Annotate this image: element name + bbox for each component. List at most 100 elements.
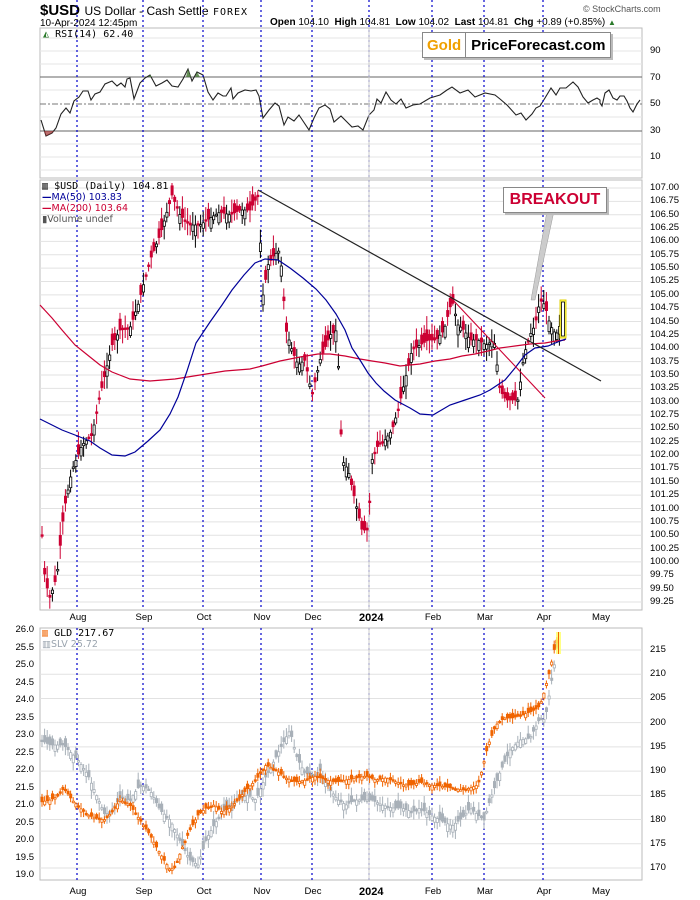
price-tick: 99.50 [650,582,674,594]
month-label: Feb [424,886,442,897]
metals-left-tick: 24.0 [15,694,35,705]
price-tick: 102.00 [650,449,680,461]
price-tick: 107.00 [650,182,680,193]
metals-legend: ▥ GLD 217.67 ▥SLV 25.72 [42,628,114,650]
price-tick: 105.25 [650,275,680,287]
legend-gld: ▥ GLD 217.67 [42,628,114,639]
logo-rest-text: PriceForecast.com [471,36,606,54]
price-tick: 99.75 [650,569,674,581]
logo-gold-text: Gold [423,33,467,57]
price-tick: 103.00 [650,395,680,407]
chart-title: $USD US Dollar - Cash Settle FOREX [40,2,248,20]
month-label: May [592,886,610,897]
price-tick: 100.50 [650,529,680,541]
month-label: Dec [304,886,322,897]
metals-left-tick: 21.5 [15,781,35,793]
metals-right-tick: 175 [650,837,666,849]
metals-right-tick: 195 [650,740,666,752]
up-arrow-icon: ▲ [608,18,616,27]
price-tick: 105.75 [650,248,680,260]
month-label: Dec [304,612,322,623]
price-tick: 106.25 [650,222,680,234]
low-value: 104.02 [418,17,450,28]
legend-usd-text: $USD (Daily) 104.81 [54,181,169,192]
month-label: Mar [476,612,494,623]
low-label: Low [395,17,416,28]
open-label: Open [270,17,296,28]
rsi-tick: 70 [650,71,661,83]
ohlc-row: Open 104.10 High 104.81 Low 104.02 Last … [270,17,616,28]
metals-left-tick: 21.0 [15,799,35,810]
month-label: May [592,612,610,623]
breakout-callout: BREAKOUT [503,187,607,213]
chg-value: +0.89 (+0.85%) [536,17,606,28]
month-label: 2024 [359,886,384,898]
legend-volume: ▮Volume undef [42,214,168,225]
gld-candle-icon: ▥ [42,628,49,639]
stockcharts-credit: © StockCharts.com [583,4,661,14]
price-legend: ▥ $USD (Daily) 104.81 —MA(50) 103.83 —MA… [42,181,168,225]
price-tick: 100.00 [650,555,680,567]
legend-ma50: —MA(50) 103.83 [42,192,122,203]
legend-usd: ▥ $USD (Daily) 104.81 [42,181,168,192]
rsi-tick: 90 [650,45,661,57]
open-value: 104.10 [298,17,329,28]
metals-right-tick: 185 [650,789,666,801]
rsi-tick: 50 [650,98,661,110]
metals-right-tick: 215 [650,644,666,655]
metals-left-tick: 25.0 [15,659,35,670]
price-tick: 103.50 [650,368,680,380]
price-tick: 104.50 [650,315,680,327]
metals-right-tick: 180 [650,813,666,825]
price-tick: 104.00 [650,342,680,354]
metals-right-tick: 205 [650,692,666,704]
price-tick: 101.25 [650,489,680,501]
legend-gld-text: GLD 217.67 [54,628,115,639]
metals-right-tick: 170 [650,862,666,873]
legend-ma50-text: MA(50) 103.83 [51,192,122,203]
metals-left-tick: 23.5 [15,711,35,723]
price-tick: 102.25 [650,435,680,447]
candle-icon: ▥ [42,181,49,192]
metals-left-tick: 26.0 [15,624,35,635]
metals-left-tick: 24.5 [15,676,35,688]
last-label: Last [454,17,476,28]
metals-left-tick: 20.5 [15,816,35,828]
legend-slv: ▥SLV 25.72 [42,639,114,650]
metals-left-tick: 22.5 [15,746,35,758]
price-tick: 101.75 [650,462,680,474]
month-label: Feb [424,612,442,623]
price-tick: 103.75 [650,355,680,367]
price-tick: 101.50 [650,475,680,487]
price-tick: 104.75 [650,302,680,314]
legend-volume-text: Volume undef [47,214,113,225]
month-label: Nov [253,886,271,897]
price-tick: 100.75 [650,515,680,527]
slv-candle-icon: ▥ [42,639,51,650]
volume-icon: ▮ [42,214,48,225]
price-tick: 103.25 [650,382,680,394]
month-label: Apr [536,886,552,897]
month-label: Nov [253,612,271,623]
price-tick: 104.25 [650,328,680,340]
price-tick: 99.25 [650,596,674,607]
price-tick: 105.50 [650,262,680,274]
metals-right-tick: 200 [650,716,666,728]
high-value: 104.81 [359,17,391,28]
goldpriceforecast-logo: Gold PriceForecast.com [422,32,612,58]
metals-left-tick: 19.0 [15,869,35,880]
price-tick: 101.00 [650,502,680,514]
chg-label: Chg [514,17,534,28]
price-tick: 105.00 [650,288,680,300]
price-tick: 106.75 [650,195,680,207]
last-value: 104.81 [477,17,509,28]
symbol-name: US Dollar - Cash Settle [84,4,209,18]
metals-left-tick: 25.5 [15,641,35,653]
month-label: Mar [476,886,494,897]
metals-left-tick: 23.0 [15,729,35,740]
legend-ma200: —MA(200) 103.64 [42,203,129,214]
month-label: Sep [135,886,153,897]
month-label: Apr [536,612,552,623]
month-label: 2024 [359,612,384,624]
price-panel [39,179,643,611]
